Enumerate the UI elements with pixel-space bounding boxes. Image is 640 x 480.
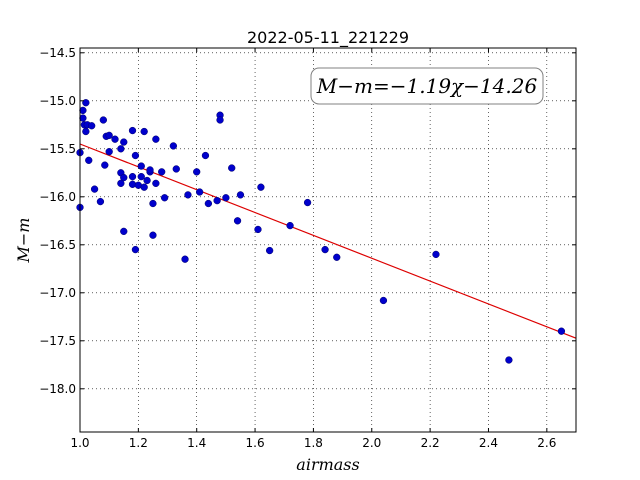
- x-axis-ticks: 1.0 1.2 1.4 1.6 1.8 2.0 2.2 2.4 2.6: [70, 48, 556, 450]
- y-axis-ticks: −14.5 −15.0 −15.5 −16.0 −16.5 −17.0 −17.5 −18.0: [39, 46, 576, 396]
- data-point: [254, 225, 262, 234]
- data-point: [158, 168, 166, 176]
- data-point: [85, 156, 93, 164]
- x-tick-label: 1.6: [246, 436, 265, 450]
- data-point: [265, 246, 274, 255]
- data-point: [505, 356, 513, 364]
- data-point: [195, 188, 204, 196]
- data-point: [101, 161, 109, 169]
- data-point: [82, 99, 90, 107]
- data-point: [222, 194, 230, 202]
- data-point: [131, 245, 140, 254]
- data-point: [146, 166, 154, 174]
- x-tick-label: 2.4: [479, 436, 498, 450]
- data-point: [137, 172, 145, 181]
- data-point: [286, 221, 294, 230]
- chart-title: 2022-05-11_221229: [247, 28, 409, 48]
- data-point: [149, 199, 157, 208]
- x-axis-label: airmass: [296, 455, 359, 474]
- equation-box-frame: [310, 67, 544, 105]
- data-point: [160, 194, 169, 202]
- data-point: [152, 179, 160, 188]
- data-point: [117, 179, 125, 188]
- data-point: [90, 185, 99, 193]
- x-tick-label: 2.6: [537, 436, 556, 450]
- x-tick-label: 2.0: [362, 436, 381, 450]
- y-tick-label: −16.5: [39, 238, 76, 252]
- y-tick-label: −16.0: [39, 190, 76, 204]
- y-tick-label: −17.5: [39, 334, 76, 348]
- data-point: [213, 196, 221, 205]
- data-point: [120, 227, 128, 236]
- plot-frame: [79, 47, 577, 433]
- data-point: [216, 116, 224, 124]
- data-point: [79, 106, 87, 115]
- data-point: [333, 253, 341, 261]
- data-point: [149, 231, 157, 239]
- data-point: [432, 250, 440, 259]
- data-point: [105, 148, 113, 156]
- data-point: [137, 162, 145, 170]
- fit-equation-label: M−m=−1.19χ−14.26: [316, 74, 538, 98]
- data-point: [152, 135, 160, 143]
- data-point: [303, 198, 312, 207]
- data-point: [140, 127, 148, 136]
- data-point: [88, 122, 96, 130]
- y-axis-label: M−m: [14, 218, 33, 264]
- fit-line: [79, 143, 577, 339]
- data-point: [120, 173, 128, 182]
- y-tick-label: −15.0: [39, 94, 76, 108]
- data-point: [181, 255, 189, 263]
- equation-box: M−m=−1.19χ−14.26: [310, 67, 544, 105]
- x-tick-label: 2.2: [421, 436, 440, 450]
- data-point: [201, 151, 210, 160]
- data-point: [233, 217, 242, 225]
- data-point: [204, 199, 213, 208]
- data-point: [79, 114, 87, 122]
- y-tick-label: −18.0: [39, 382, 76, 396]
- y-tick-label: −15.5: [39, 142, 76, 156]
- data-point: [117, 145, 125, 153]
- grid-lines: [79, 48, 576, 432]
- data-points: [76, 99, 566, 364]
- y-tick-label: −14.5: [39, 46, 76, 60]
- data-point: [193, 168, 201, 176]
- x-tick-label: 1.0: [70, 436, 89, 450]
- data-point: [120, 138, 128, 146]
- data-point: [99, 116, 107, 124]
- data-point: [143, 176, 151, 185]
- plot-area: [80, 48, 576, 432]
- data-point: [128, 126, 137, 135]
- data-point: [111, 135, 119, 143]
- data-point: [557, 327, 566, 335]
- data-point: [105, 131, 113, 140]
- data-point: [169, 142, 178, 150]
- x-tick-label: 1.4: [187, 436, 206, 450]
- data-point: [128, 172, 137, 181]
- data-point: [184, 191, 192, 199]
- data-point: [236, 191, 245, 199]
- data-point: [131, 151, 140, 160]
- fit-line-group: [79, 143, 577, 339]
- data-point: [140, 183, 148, 191]
- data-point: [96, 197, 105, 206]
- data-point: [257, 183, 265, 191]
- data-point: [321, 245, 329, 254]
- x-tick-label: 1.2: [129, 436, 148, 450]
- x-tick-label: 1.8: [304, 436, 323, 450]
- data-point: [228, 164, 236, 172]
- data-point: [172, 165, 180, 173]
- data-point: [82, 127, 90, 136]
- data-point: [379, 296, 388, 305]
- y-tick-label: −17.0: [39, 286, 76, 300]
